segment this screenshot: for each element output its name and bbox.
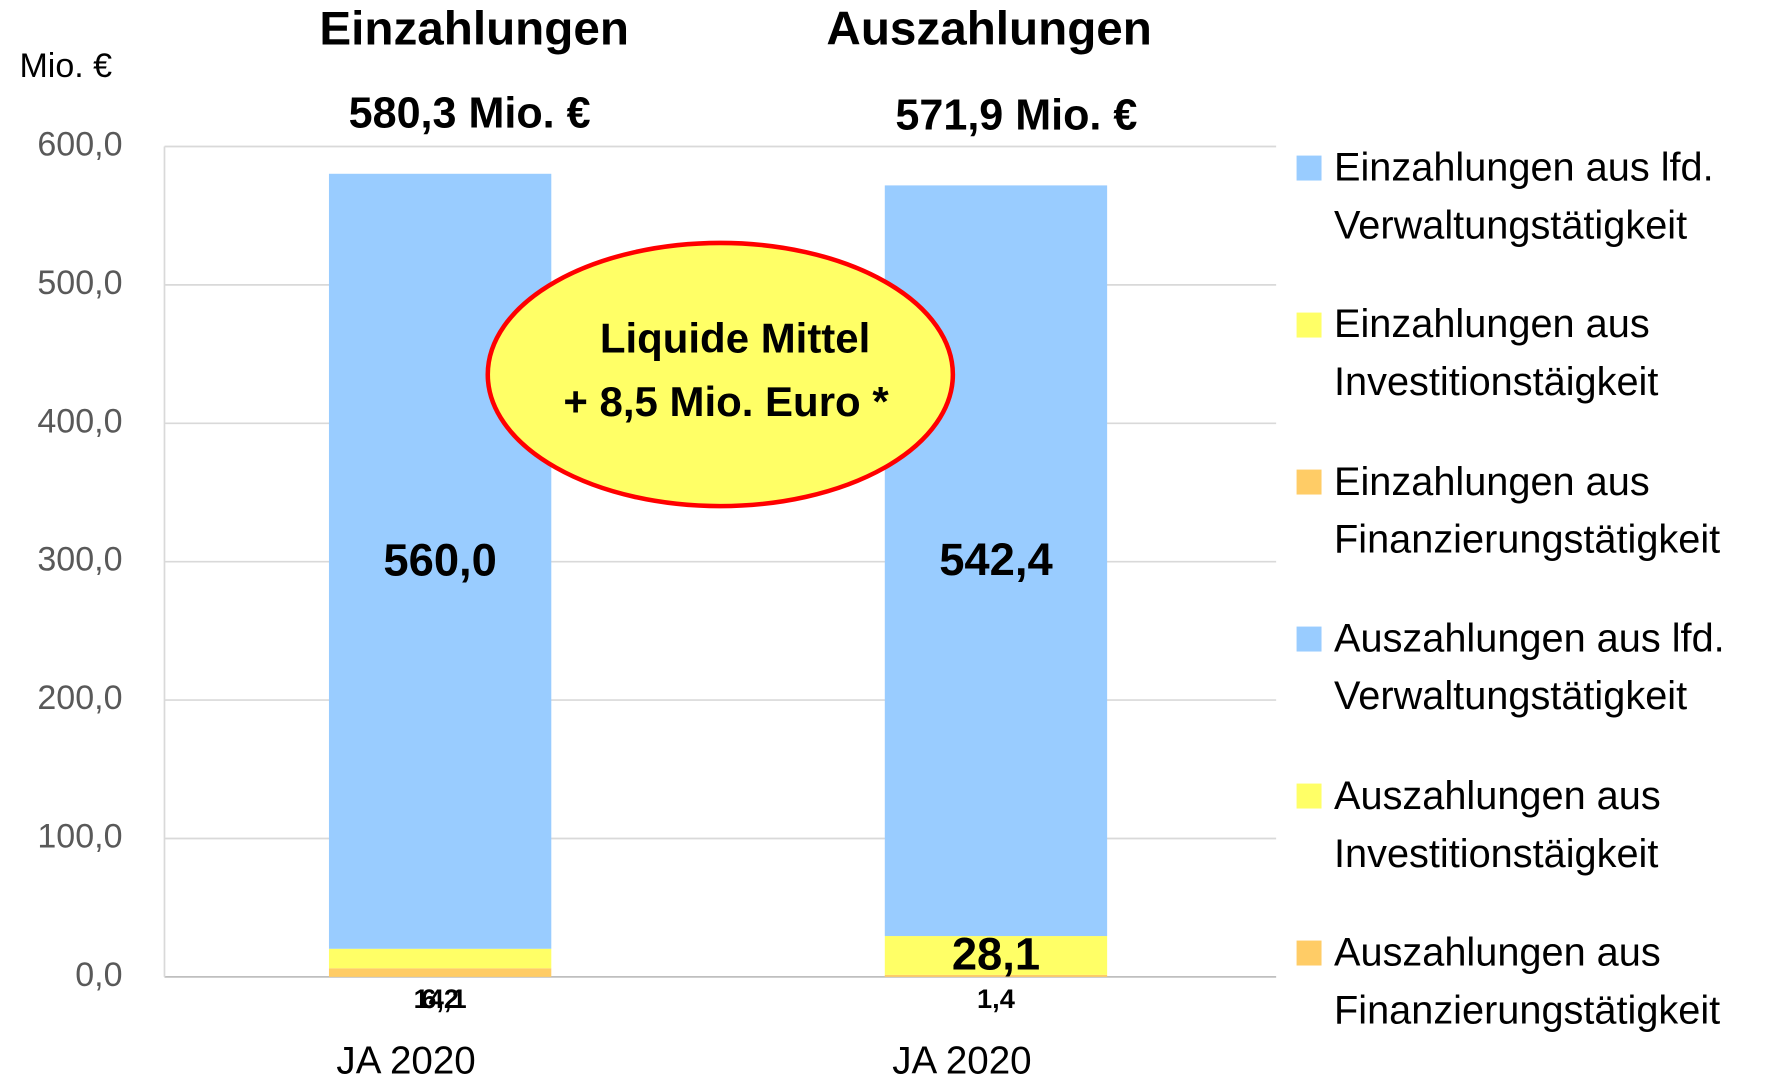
data-label: 14,1 (414, 983, 467, 1014)
bar-segment (328, 948, 552, 969)
legend-swatch (1296, 940, 1322, 966)
bar-segment (884, 974, 1108, 977)
legend-entry: Einzahlungen aus Investitionstäigkeit (1334, 302, 1659, 405)
legend-swatch (1296, 469, 1322, 495)
data-label: 6,2 (421, 983, 459, 1014)
data-label: 542,4 (939, 534, 1053, 585)
y-axis-unit: Mio. € (19, 47, 112, 85)
legend-entry: Einzahlungen aus Finanzierungstätigkeit (1334, 459, 1721, 562)
y-tick-label: 400,0 (37, 402, 122, 440)
legend-label: Einzahlungen aus Investitionstäigkeit (1334, 302, 1659, 405)
y-tick-label: 600,0 (37, 125, 122, 163)
group-title: Einzahlungen (319, 3, 629, 56)
y-tick-label: 100,0 (37, 817, 122, 855)
y-tick-label: 200,0 (37, 679, 122, 717)
x-tick-label: JA 2020 (336, 1039, 475, 1078)
data-label: 1,4 (977, 983, 1015, 1014)
y-tick-label: 0,0 (75, 956, 122, 994)
legend-label: Auszahlungen aus lfd. Verwaltungstätigke… (1334, 616, 1725, 719)
annotation-text: + 8,5 Mio. Euro * (563, 378, 889, 425)
legend-swatch (1296, 626, 1322, 652)
data-label: 560,0 (383, 535, 497, 586)
legend-label: Einzahlungen aus Finanzierungstätigkeit (1334, 459, 1721, 562)
group-total: 571,9 Mio. € (895, 92, 1137, 140)
legend-label: Auszahlungen aus Investitionstäigkeit (1334, 773, 1661, 876)
legend-entry: Auszahlungen aus lfd. Verwaltungstätigke… (1334, 616, 1725, 719)
legend-entry: Einzahlungen aus lfd. Verwaltungstätigke… (1334, 145, 1714, 248)
group-title: Auszahlungen (826, 3, 1151, 56)
data-label: 28,1 (952, 929, 1040, 980)
legend-label: Einzahlungen aus lfd. Verwaltungstätigke… (1334, 145, 1714, 248)
legend-label: Auszahlungen aus Finanzierungstätigkeit (1334, 930, 1721, 1033)
legend-swatch (1296, 783, 1322, 809)
group-total: 580,3 Mio. € (349, 89, 591, 137)
legend-entry: Auszahlungen aus Investitionstäigkeit (1334, 773, 1661, 876)
annotation-text: Liquide Mittel (600, 315, 870, 362)
annotation-ellipse (485, 240, 956, 509)
legend-swatch (1296, 155, 1322, 181)
bar-segment (328, 968, 552, 977)
bar-segment (328, 173, 552, 949)
y-tick-label: 300,0 (37, 541, 122, 579)
bar-segment (884, 936, 1108, 975)
legend-swatch (1296, 312, 1322, 338)
y-tick-label: 500,0 (37, 264, 122, 302)
x-tick-label: JA 2020 (892, 1039, 1031, 1078)
legend-entry: Auszahlungen aus Finanzierungstätigkeit (1334, 930, 1721, 1033)
